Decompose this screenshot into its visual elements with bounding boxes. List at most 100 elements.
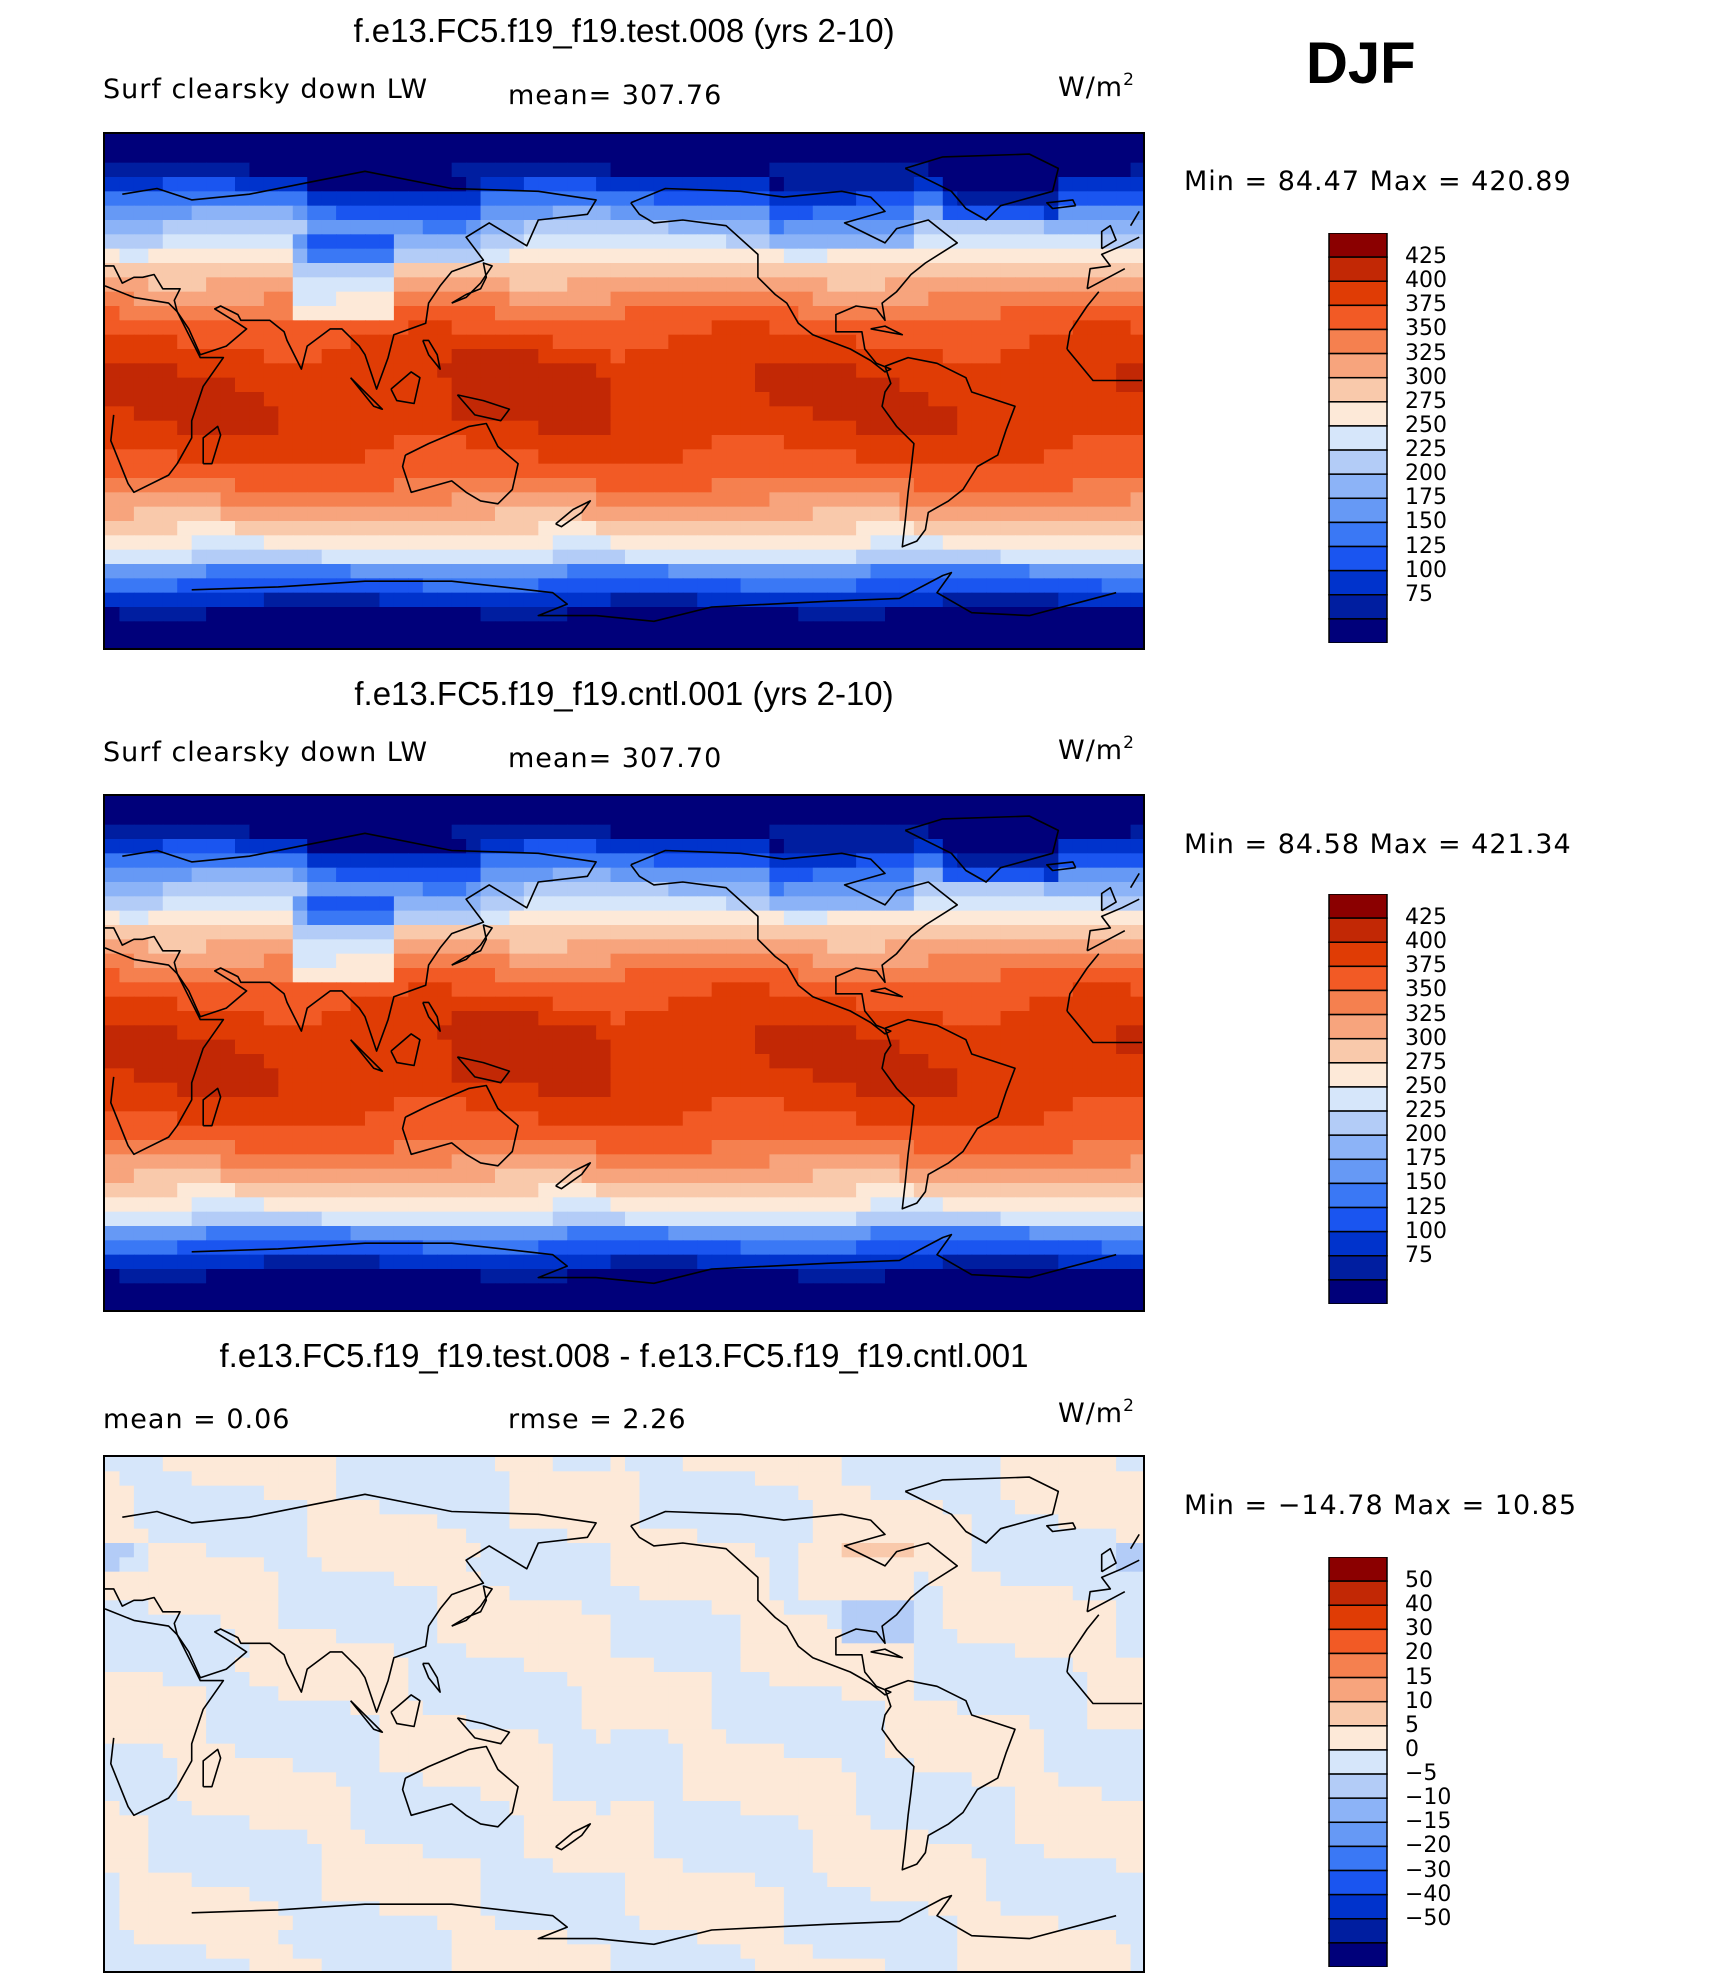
season-label: DJF [1306, 31, 1416, 96]
coastline [191, 1233, 1117, 1285]
colorbar-tick-label: 5 [1405, 1712, 1419, 1738]
colorbar-box [1328, 1942, 1388, 1967]
colorbar-box [1328, 1604, 1388, 1631]
coastline [401, 1745, 519, 1828]
coastline [105, 1493, 1140, 1713]
colorbar-box [1328, 1255, 1388, 1281]
colorbar-box [1328, 1580, 1388, 1606]
colorbar-box [1328, 1773, 1388, 1799]
colorbar-box [1328, 1062, 1388, 1088]
colorbar-tick-label: 100 [1405, 557, 1447, 583]
colorbar-tick-label: 75 [1405, 581, 1433, 607]
colorbar-tick-label: 425 [1405, 905, 1447, 931]
coastline [401, 422, 519, 505]
colorbar-box [1328, 401, 1388, 427]
panel-3-rmse-label: rmse = 2.26 [508, 1404, 687, 1435]
panel-3-min-max: Min = −14.78 Max = 10.85 [1184, 1490, 1578, 1521]
coastline [1100, 1547, 1117, 1573]
colorbar-box [1328, 304, 1388, 331]
colorbar-tick-label: −5 [1405, 1761, 1438, 1787]
colorbar-box [1328, 1037, 1388, 1064]
coastline [904, 153, 1060, 221]
coastline [349, 377, 384, 410]
colorbar-box [1328, 521, 1388, 548]
coastline [555, 1823, 592, 1851]
colorbar-tick-label: 225 [1405, 437, 1447, 463]
colorbar-box [1328, 965, 1388, 992]
colorbar-box [1328, 1652, 1388, 1679]
coastline [202, 425, 222, 465]
coastline [555, 1162, 592, 1190]
colorbar-tick-label: 300 [1405, 364, 1447, 390]
panel-2-title: f.e13.FC5.f19_f19.cntl.001 (yrs 2-10) [354, 675, 894, 712]
coastline [191, 1894, 1117, 1946]
colorbar-tick-label: −30 [1405, 1857, 1452, 1883]
colorbar-tick-label: −20 [1405, 1833, 1452, 1859]
colorbar-box [1328, 1182, 1388, 1209]
panel-3-colorbar [1328, 1557, 1388, 1967]
colorbar-tick-label: 225 [1405, 1098, 1447, 1124]
colorbar-box [1328, 1749, 1388, 1775]
coastline [390, 1694, 421, 1728]
colorbar-box [1328, 497, 1388, 524]
coastline [904, 1476, 1060, 1544]
colorbar-tick-label: 150 [1405, 1170, 1447, 1196]
panel-3-map [103, 1455, 1145, 1973]
coastline [422, 1662, 441, 1693]
colorbar-tick-label: 375 [1405, 953, 1447, 979]
colorbar-tick-label: 275 [1405, 1049, 1447, 1075]
coastline [451, 262, 493, 304]
coastline [1100, 886, 1117, 912]
colorbar-box [1328, 1557, 1388, 1582]
colorbar-box [1328, 449, 1388, 475]
colorbar-tick-label: −50 [1405, 1905, 1452, 1931]
colorbar-box [1328, 352, 1388, 379]
panel-1-variable-label: Surf clearsky down LW [103, 74, 429, 105]
coastline [1046, 1522, 1077, 1533]
colorbar-box [1328, 1797, 1388, 1824]
colorbar-tick-label: 125 [1405, 533, 1447, 559]
colorbar-tick-label: 300 [1405, 1025, 1447, 1051]
coastline [881, 1679, 1016, 1871]
coastline [904, 815, 1060, 883]
coastline [105, 170, 1140, 390]
colorbar-box [1328, 594, 1388, 620]
colorbar-tick-label: 325 [1405, 1001, 1447, 1027]
colorbar-tick-label: 10 [1405, 1688, 1433, 1714]
colorbar-tick-label: 125 [1405, 1194, 1447, 1220]
colorbar-box [1328, 1158, 1388, 1185]
colorbar-box [1328, 1134, 1388, 1161]
colorbar-box [1328, 1110, 1388, 1136]
coastline [881, 356, 1016, 548]
panel-1-mean-label: mean= 307.76 [508, 80, 723, 111]
coastline [1046, 199, 1077, 210]
colorbar-tick-label: 425 [1405, 244, 1447, 270]
coastline [191, 571, 1117, 623]
colorbar-box [1328, 545, 1388, 572]
colorbar-box [1328, 1013, 1388, 1040]
coastline [456, 394, 511, 422]
colorbar-tick-label: 200 [1405, 461, 1447, 487]
panel-1-units: W/m2 [1058, 70, 1135, 103]
colorbar-box [1328, 917, 1388, 943]
coastline [630, 187, 958, 373]
coastline [349, 1039, 384, 1072]
coastline [422, 1001, 441, 1032]
colorbar-tick-label: 400 [1405, 929, 1447, 955]
coastline [630, 1510, 958, 1696]
colorbar-box [1328, 328, 1388, 355]
panel-3-units: W/m2 [1058, 1396, 1135, 1429]
coastline [349, 1700, 384, 1733]
colorbar-tick-label: 20 [1405, 1640, 1433, 1666]
colorbar-box [1328, 1700, 1388, 1727]
coastline [202, 1087, 222, 1127]
panel-2-colorbar [1328, 894, 1388, 1304]
panel-2-map [103, 794, 1145, 1312]
colorbar-box [1328, 1230, 1388, 1257]
colorbar-box [1328, 1821, 1388, 1848]
colorbar-box [1328, 894, 1388, 919]
panel-1-title: f.e13.FC5.f19_f19.test.008 (yrs 2-10) [353, 12, 895, 49]
colorbar-tick-label: 40 [1405, 1592, 1433, 1618]
panel-3-mean-label: mean = 0.06 [103, 1404, 291, 1435]
coastline [451, 1585, 493, 1627]
